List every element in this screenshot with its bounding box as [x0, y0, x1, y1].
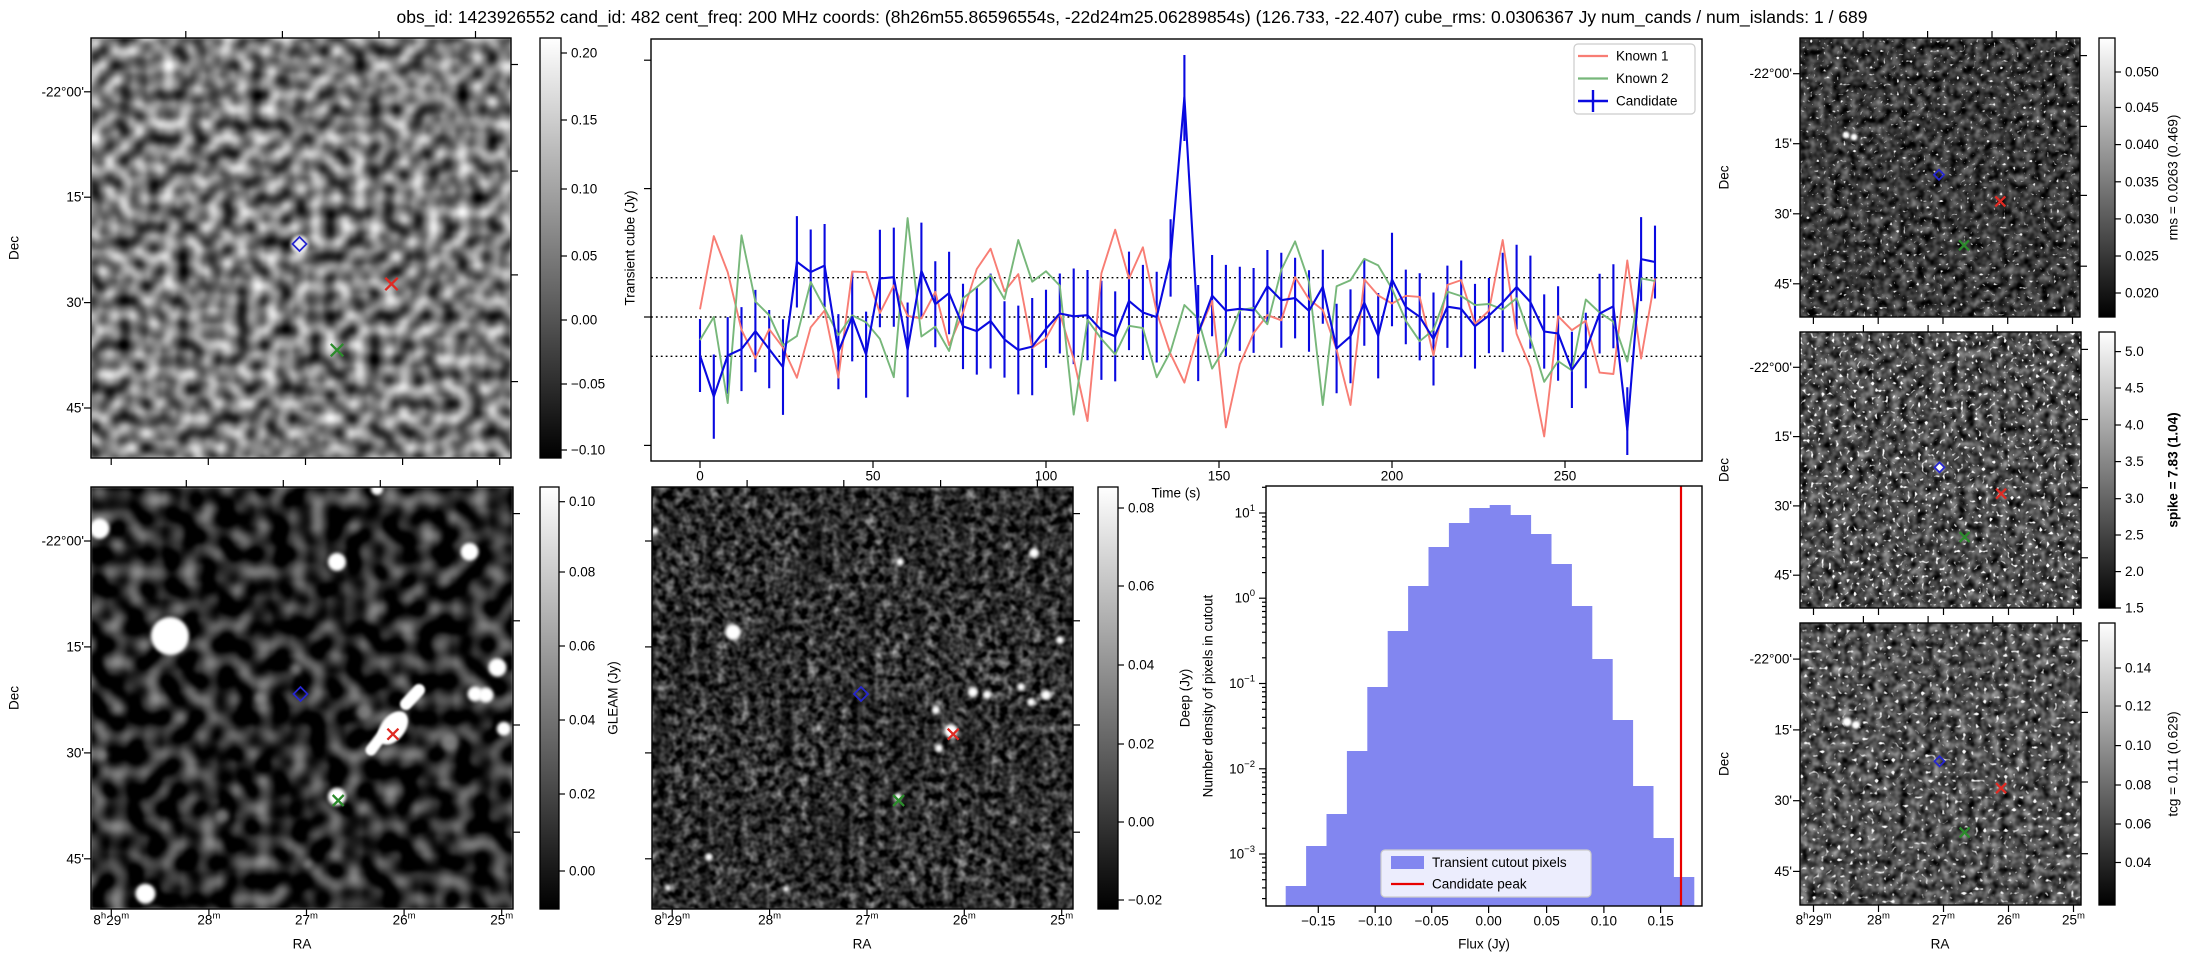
- svg-text:0.20: 0.20: [571, 46, 597, 61]
- svg-text:0.08: 0.08: [1128, 501, 1154, 516]
- svg-text:−0.10: −0.10: [1358, 914, 1392, 929]
- svg-text:15': 15': [1774, 722, 1792, 737]
- svg-text:0: 0: [696, 469, 704, 484]
- svg-text:0.040: 0.040: [2125, 137, 2159, 152]
- svg-text:0.04: 0.04: [1128, 658, 1155, 673]
- svg-text:5.0: 5.0: [2125, 344, 2144, 359]
- svg-text:Dec: Dec: [1717, 458, 1732, 482]
- svg-text:0.14: 0.14: [2125, 661, 2152, 676]
- svg-text:0.00: 0.00: [571, 313, 597, 328]
- svg-text:Dec: Dec: [7, 686, 22, 710]
- svg-text:1.5: 1.5: [2125, 601, 2144, 616]
- svg-text:30': 30': [66, 295, 84, 310]
- svg-text:Deep (Jy): Deep (Jy): [1178, 669, 1193, 728]
- svg-text:Transient cube (Jy): Transient cube (Jy): [623, 190, 638, 305]
- svg-text:Dec: Dec: [1717, 752, 1732, 776]
- svg-text:0.04: 0.04: [2125, 855, 2152, 870]
- svg-text:GLEAM (Jy): GLEAM (Jy): [606, 661, 621, 735]
- svg-text:45': 45': [66, 401, 84, 416]
- svg-text:0.08: 0.08: [2125, 778, 2151, 793]
- svg-text:0.00: 0.00: [1475, 914, 1501, 929]
- svg-text:0.10: 0.10: [571, 182, 597, 197]
- svg-text:30': 30': [66, 745, 84, 760]
- svg-text:150: 150: [1208, 469, 1231, 484]
- svg-text:rms = 0.0263 (0.469): rms = 0.0263 (0.469): [2166, 115, 2181, 241]
- svg-text:4.0: 4.0: [2125, 418, 2144, 433]
- svg-text:−0.15: −0.15: [1301, 914, 1335, 929]
- svg-text:RA: RA: [853, 937, 872, 952]
- svg-text:-22°00': -22°00': [1749, 66, 1792, 81]
- svg-text:0.045: 0.045: [2125, 100, 2159, 115]
- svg-text:0.00: 0.00: [1128, 815, 1154, 830]
- svg-text:30': 30': [1774, 498, 1792, 513]
- svg-text:0.04: 0.04: [569, 713, 596, 728]
- svg-text:3.0: 3.0: [2125, 491, 2144, 506]
- svg-text:45': 45': [1774, 568, 1792, 583]
- svg-text:−0.10: −0.10: [571, 443, 605, 458]
- svg-text:15': 15': [1774, 136, 1792, 151]
- svg-text:−0.02: −0.02: [1128, 893, 1162, 908]
- svg-text:0.10: 0.10: [2125, 738, 2151, 753]
- svg-text:Known 1: Known 1: [1616, 49, 1669, 64]
- svg-text:-22°00': -22°00': [1749, 652, 1792, 667]
- svg-text:0.06: 0.06: [569, 639, 595, 654]
- svg-text:0.02: 0.02: [1128, 737, 1154, 752]
- svg-text:45': 45': [66, 851, 84, 866]
- svg-text:0.15: 0.15: [1647, 914, 1673, 929]
- svg-text:4.5: 4.5: [2125, 381, 2144, 396]
- svg-text:30': 30': [1774, 793, 1792, 808]
- svg-text:45': 45': [1774, 864, 1792, 879]
- svg-text:obs_id: 1423926552 cand_id: 48: obs_id: 1423926552 cand_id: 482 cent_fre…: [397, 7, 1868, 28]
- svg-text:250: 250: [1554, 469, 1577, 484]
- svg-text:0.05: 0.05: [1533, 914, 1559, 929]
- svg-text:spike = 7.83 (1.04): spike = 7.83 (1.04): [2166, 412, 2181, 527]
- svg-text:200: 200: [1381, 469, 1404, 484]
- svg-text:Number density of pixels in cu: Number density of pixels in cutout: [1201, 594, 1216, 797]
- svg-text:Dec: Dec: [7, 236, 22, 260]
- svg-text:−0.05: −0.05: [571, 377, 605, 392]
- svg-text:0.10: 0.10: [1591, 914, 1617, 929]
- svg-text:45': 45': [1774, 276, 1792, 291]
- svg-text:Flux (Jy): Flux (Jy): [1458, 937, 1510, 952]
- svg-text:0.030: 0.030: [2125, 211, 2159, 226]
- svg-text:0.15: 0.15: [571, 113, 597, 128]
- svg-text:0.025: 0.025: [2125, 249, 2159, 264]
- svg-text:100: 100: [1035, 469, 1058, 484]
- svg-text:−0.05: −0.05: [1415, 914, 1449, 929]
- svg-text:Time (s): Time (s): [1152, 486, 1201, 501]
- svg-text:0.02: 0.02: [569, 787, 595, 802]
- svg-text:15': 15': [66, 639, 84, 654]
- svg-text:-22°00': -22°00': [41, 534, 84, 549]
- svg-text:RA: RA: [293, 937, 312, 952]
- svg-text:2.0: 2.0: [2125, 564, 2144, 579]
- svg-text:2.5: 2.5: [2125, 528, 2144, 543]
- svg-text:Known 2: Known 2: [1616, 71, 1669, 86]
- svg-text:-22°00': -22°00': [1749, 360, 1792, 375]
- svg-text:Transient cutout pixels: Transient cutout pixels: [1432, 855, 1567, 870]
- svg-text:0.035: 0.035: [2125, 174, 2159, 189]
- svg-text:15': 15': [1774, 429, 1792, 444]
- svg-text:0.00: 0.00: [569, 864, 595, 879]
- svg-text:0.050: 0.050: [2125, 65, 2159, 80]
- svg-text:-22°00': -22°00': [41, 84, 84, 99]
- svg-text:Candidate peak: Candidate peak: [1432, 877, 1527, 892]
- svg-text:30': 30': [1774, 206, 1792, 221]
- svg-text:0.12: 0.12: [2125, 699, 2151, 714]
- svg-text:0.08: 0.08: [569, 565, 595, 580]
- svg-text:15': 15': [66, 190, 84, 205]
- svg-text:0.05: 0.05: [571, 249, 597, 264]
- svg-text:0.10: 0.10: [569, 494, 595, 509]
- svg-text:3.5: 3.5: [2125, 454, 2144, 469]
- svg-text:50: 50: [865, 469, 880, 484]
- svg-text:RA: RA: [1931, 937, 1950, 952]
- svg-text:Dec: Dec: [1717, 165, 1732, 189]
- svg-text:0.020: 0.020: [2125, 286, 2159, 301]
- svg-text:0.06: 0.06: [1128, 579, 1154, 594]
- svg-text:0.06: 0.06: [2125, 817, 2151, 832]
- svg-text:tcg = 0.11 (0.629): tcg = 0.11 (0.629): [2166, 711, 2181, 816]
- svg-text:Candidate: Candidate: [1616, 94, 1678, 109]
